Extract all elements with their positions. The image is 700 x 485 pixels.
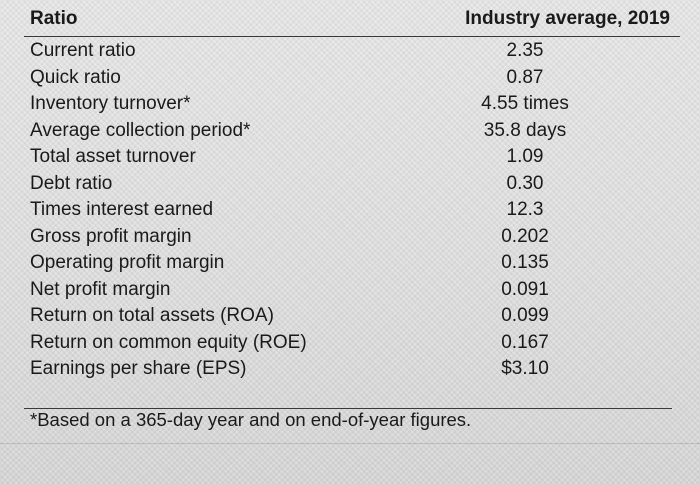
table-row: Return on common equity (ROE) 0.167 xyxy=(30,330,670,357)
row-value: 0.135 xyxy=(501,252,549,273)
row-value: 12.3 xyxy=(506,199,544,220)
row-label: Total asset turnover xyxy=(30,146,196,167)
footnote: *Based on a 365-day year and on end-of-y… xyxy=(30,409,472,430)
row-value: 0.091 xyxy=(501,278,549,300)
row-value: 4.55 times xyxy=(481,93,569,114)
row-label: Debt ratio xyxy=(30,172,113,194)
header-ratio: Ratio xyxy=(30,8,78,29)
table-header: Ratio Industry average, 2019 xyxy=(30,8,670,34)
table-row: Debt ratio 0.30 xyxy=(30,171,670,198)
row-value: $3.10 xyxy=(501,358,549,379)
table-row: Average collection period* 35.8 days xyxy=(30,118,670,145)
table-row: Net profit margin 0.091 xyxy=(30,277,670,304)
row-value: 0.87 xyxy=(506,66,544,88)
row-label: Average collection period* xyxy=(30,119,251,141)
table-row: Operating profit margin 0.135 xyxy=(30,250,670,277)
table-row: Inventory turnover* 4.55 times xyxy=(30,91,670,118)
table-row: Gross profit margin 0.202 xyxy=(30,224,670,251)
row-label: Inventory turnover* xyxy=(30,93,191,114)
ratio-rows: Current ratio 2.35 Quick ratio 0.87 Inve… xyxy=(30,38,670,383)
table-row: Return on total assets (ROA) 0.099 xyxy=(30,303,670,330)
table-row: Quick ratio 0.87 xyxy=(30,65,670,92)
row-label: Gross profit margin xyxy=(30,225,192,247)
row-label: Net profit margin xyxy=(30,278,171,300)
row-value: 1.09 xyxy=(506,146,544,167)
row-label: Earnings per share (EPS) xyxy=(30,358,247,379)
row-label: Quick ratio xyxy=(30,66,121,88)
row-label: Return on total assets (ROA) xyxy=(30,305,274,326)
row-value: 35.8 days xyxy=(483,119,567,141)
row-label: Current ratio xyxy=(30,40,136,61)
row-value: 0.099 xyxy=(501,305,549,326)
row-value: 0.167 xyxy=(501,331,549,353)
page-edge-line xyxy=(0,443,700,444)
row-value: 0.202 xyxy=(501,225,549,247)
row-label: Return on common equity (ROE) xyxy=(30,331,307,353)
header-divider xyxy=(24,36,680,37)
row-value: 2.35 xyxy=(506,40,544,61)
row-value: 0.30 xyxy=(506,172,544,194)
header-industry-average: Industry average, 2019 xyxy=(465,8,670,29)
table-row: Current ratio 2.35 xyxy=(30,38,670,65)
row-label: Operating profit margin xyxy=(30,252,225,273)
table-row: Total asset turnover 1.09 xyxy=(30,144,670,171)
row-label: Times interest earned xyxy=(30,199,214,220)
footer-divider xyxy=(24,408,672,409)
table-row: Earnings per share (EPS) $3.10 xyxy=(30,356,670,383)
table-row: Times interest earned 12.3 xyxy=(30,197,670,224)
